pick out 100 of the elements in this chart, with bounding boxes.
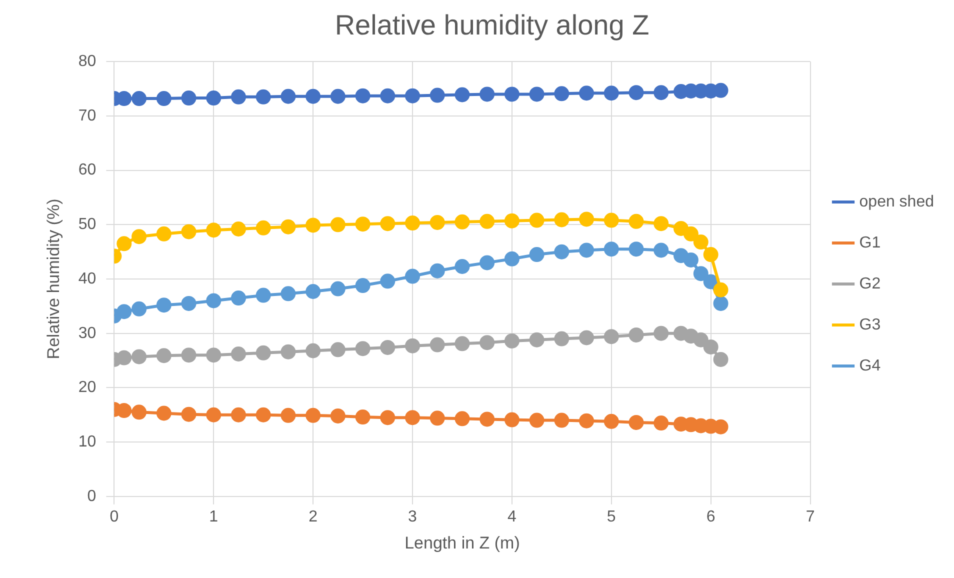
point <box>380 340 396 355</box>
point <box>703 247 718 262</box>
point <box>380 410 396 426</box>
point <box>206 90 222 106</box>
y-tick-label: 70 <box>78 107 96 124</box>
point <box>554 412 570 428</box>
point <box>703 274 718 290</box>
point <box>579 86 594 101</box>
point <box>430 410 445 426</box>
y-tick-label: 10 <box>78 433 96 450</box>
point <box>156 406 172 421</box>
point <box>206 407 222 422</box>
point <box>628 327 644 342</box>
y-tick-label: 30 <box>78 324 96 342</box>
point <box>480 214 495 229</box>
point <box>306 284 321 299</box>
point <box>116 304 132 320</box>
point <box>181 406 196 422</box>
point <box>654 85 669 100</box>
y-tick-label: 80 <box>78 53 96 70</box>
legend-label: open shed <box>859 193 934 210</box>
point <box>132 229 147 244</box>
point <box>306 343 321 358</box>
y-tick-label: 0 <box>87 488 96 505</box>
x-tick-label: 5 <box>606 508 616 526</box>
point <box>132 91 147 106</box>
point <box>256 220 271 236</box>
point <box>230 290 246 306</box>
point <box>405 410 420 426</box>
x-tick-label: 4 <box>507 508 516 526</box>
point <box>480 412 495 427</box>
point <box>430 214 445 230</box>
point <box>579 242 594 258</box>
point <box>430 263 445 278</box>
point <box>330 408 346 424</box>
y-tick-label: 60 <box>78 162 96 179</box>
point <box>181 90 196 106</box>
point <box>230 407 246 422</box>
point <box>256 288 271 303</box>
point <box>405 338 420 354</box>
point <box>683 252 698 268</box>
point <box>132 404 147 420</box>
point <box>430 337 445 352</box>
legend-label: G3 <box>859 316 881 334</box>
point <box>713 282 728 298</box>
point <box>454 411 470 426</box>
point <box>654 326 669 341</box>
point <box>628 214 644 229</box>
point <box>554 86 570 102</box>
point <box>181 348 196 363</box>
point <box>355 341 370 356</box>
point <box>181 296 196 311</box>
point <box>132 349 147 364</box>
point <box>654 416 669 431</box>
point <box>256 345 271 360</box>
point <box>604 414 619 429</box>
point <box>380 274 396 289</box>
point <box>405 216 420 231</box>
point <box>554 331 570 346</box>
point <box>380 88 396 104</box>
point <box>579 212 594 227</box>
point <box>230 222 246 236</box>
point <box>713 296 728 311</box>
point <box>116 350 132 366</box>
x-tick-label: 2 <box>308 508 318 526</box>
point <box>504 213 520 228</box>
point <box>529 212 544 228</box>
point <box>405 88 420 104</box>
point <box>628 414 644 430</box>
point <box>156 348 172 364</box>
point <box>579 330 594 346</box>
point <box>554 212 570 228</box>
y-tick-label: 50 <box>78 216 96 234</box>
point <box>504 86 520 102</box>
point <box>693 332 708 348</box>
y-axis-title: Relative humidity (%) <box>44 198 63 360</box>
point <box>480 86 495 102</box>
x-tick-label: 6 <box>706 508 716 526</box>
point <box>280 219 296 234</box>
point <box>206 293 222 308</box>
point <box>280 286 296 302</box>
point <box>355 278 370 294</box>
point <box>480 335 495 350</box>
x-tick-label: 3 <box>408 508 418 526</box>
point <box>480 255 495 270</box>
point <box>554 244 570 260</box>
point <box>504 333 520 348</box>
point <box>280 408 296 423</box>
point <box>256 89 271 104</box>
point <box>628 85 644 100</box>
point <box>454 336 470 352</box>
point <box>529 247 544 262</box>
point <box>230 346 246 362</box>
point <box>132 301 147 316</box>
point <box>604 86 619 101</box>
y-tick-label: 20 <box>78 379 96 396</box>
y-tick-label: 40 <box>78 270 96 288</box>
point <box>654 242 669 258</box>
point <box>579 413 594 428</box>
point <box>405 268 420 284</box>
